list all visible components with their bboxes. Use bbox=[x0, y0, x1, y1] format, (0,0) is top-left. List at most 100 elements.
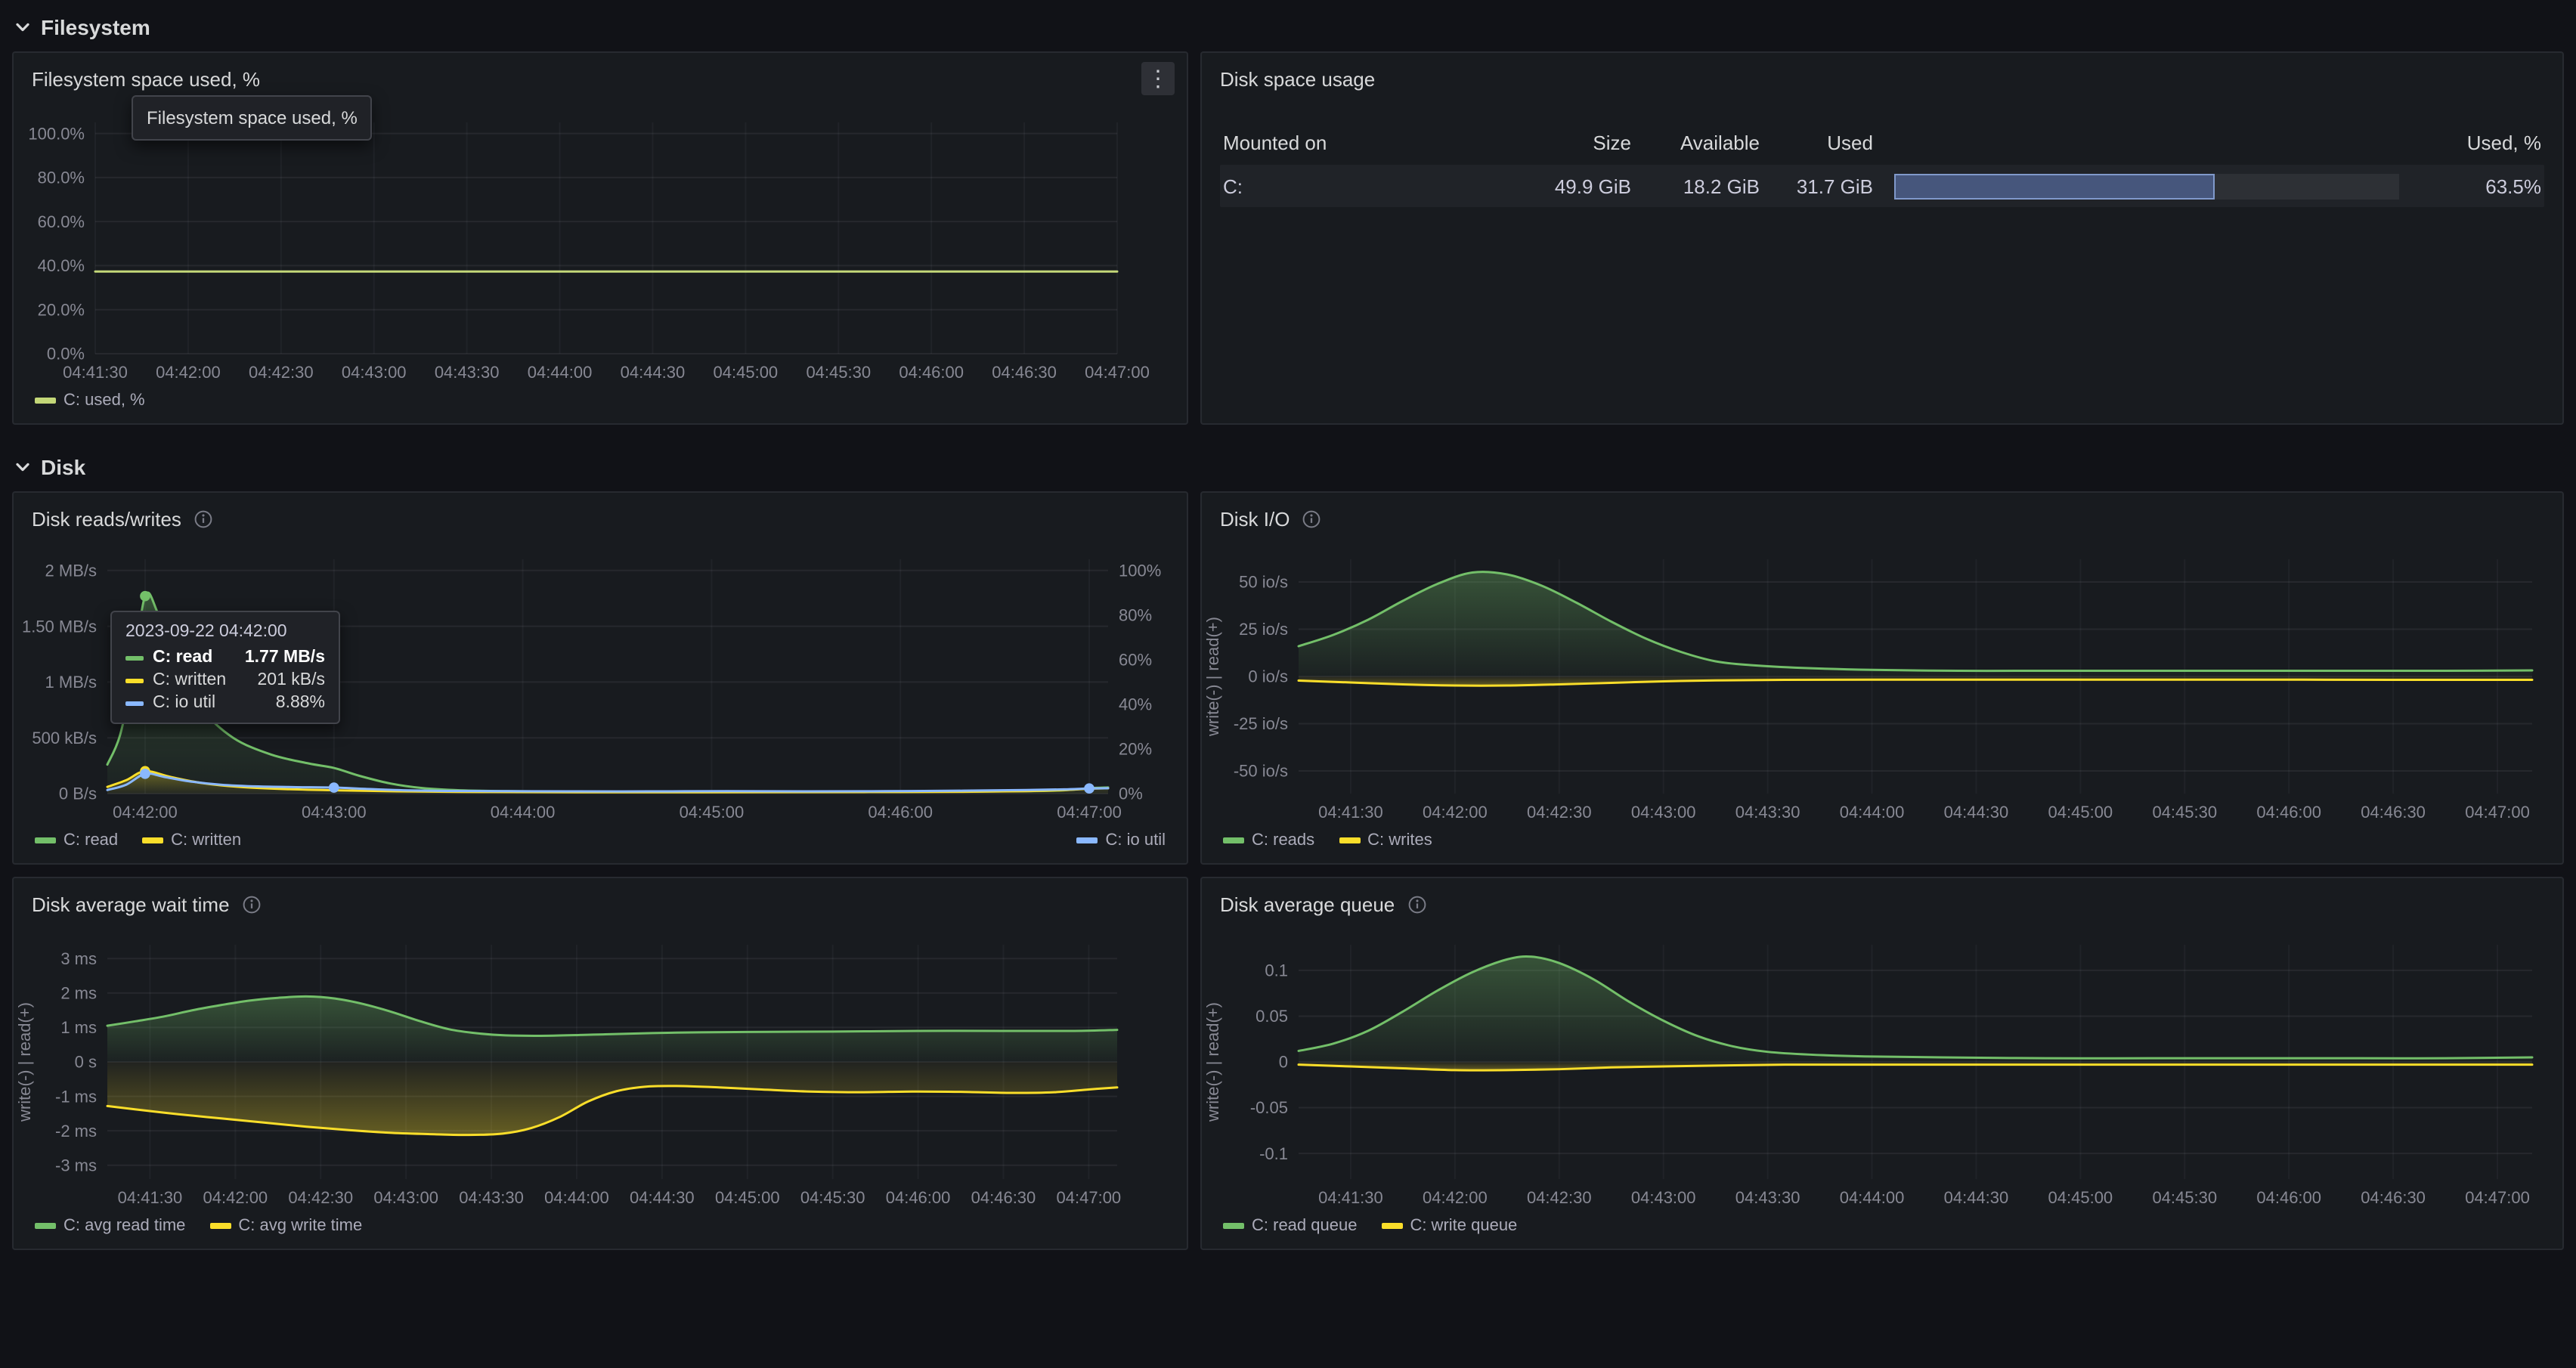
info-icon[interactable] bbox=[242, 894, 262, 914]
panel-disk-space-usage: Disk space usage Mounted on Size Availab… bbox=[1200, 51, 2564, 425]
svg-text:0.05: 0.05 bbox=[1255, 1007, 1288, 1026]
svg-text:04:43:30: 04:43:30 bbox=[1735, 1188, 1800, 1207]
panel-header: Filesystem space used, % ⋮ bbox=[14, 53, 1187, 104]
svg-text:04:43:30: 04:43:30 bbox=[459, 1188, 524, 1207]
col-header-available[interactable]: Available bbox=[1680, 131, 1760, 153]
svg-text:-25 io/s: -25 io/s bbox=[1234, 714, 1288, 733]
svg-text:1.50 MB/s: 1.50 MB/s bbox=[22, 617, 97, 636]
chart-legend: C: avg read time C: avg write time bbox=[14, 1212, 1187, 1249]
svg-text:04:45:00: 04:45:00 bbox=[714, 363, 779, 382]
legend-item[interactable]: C: writes bbox=[1339, 831, 1432, 850]
svg-text:04:43:00: 04:43:00 bbox=[373, 1188, 438, 1207]
svg-text:0 s: 0 s bbox=[75, 1053, 97, 1072]
chart-legend: C: reads C: writes bbox=[1202, 827, 2562, 863]
panel-title[interactable]: Disk average queue bbox=[1220, 893, 1395, 915]
svg-text:04:43:30: 04:43:30 bbox=[435, 363, 500, 382]
chart-area: 0 B/s 500 kB/s 1 MB/s 1.50 MB/s 2 MB/s 0% 20% 4… bbox=[14, 544, 1187, 863]
legend-item[interactable]: C: avg read time bbox=[35, 1217, 185, 1235]
svg-text:04:44:00: 04:44:00 bbox=[1840, 803, 1905, 822]
disk-usage-gauge-fill bbox=[1894, 173, 2215, 199]
fs-space-used-chart[interactable]: 0.0% 20.0% 40.0% 60.0% 80.0% 100.0% 04:41:30 04… bbox=[14, 104, 1187, 387]
panel-title[interactable]: Disk reads/writes bbox=[32, 507, 181, 530]
legend-swatch bbox=[209, 1223, 231, 1229]
legend-item[interactable]: C: io util bbox=[1076, 831, 1166, 850]
panel-header: Disk I/O bbox=[1202, 493, 2562, 544]
legend-item[interactable]: C: write queue bbox=[1381, 1217, 1517, 1235]
svg-text:04:44:00: 04:44:00 bbox=[544, 1188, 609, 1207]
gauge-cell bbox=[1873, 173, 2420, 199]
panel-disk-avg-queue: Disk average queue -0.1 -0.05 0 0.05 0.1 04:4… bbox=[1200, 877, 2564, 1250]
chart-legend: C: used, % bbox=[14, 387, 1187, 423]
svg-text:04:42:30: 04:42:30 bbox=[1527, 1188, 1592, 1207]
svg-text:20%: 20% bbox=[1119, 740, 1152, 759]
legend-item[interactable]: C: read queue bbox=[1223, 1217, 1357, 1235]
legend-swatch bbox=[1223, 837, 1244, 843]
legend-swatch bbox=[35, 1223, 56, 1229]
cell-size: 49.9 GiB bbox=[1554, 175, 1631, 197]
svg-text:04:47:00: 04:47:00 bbox=[1057, 1188, 1122, 1207]
panel-title[interactable]: Disk I/O bbox=[1220, 507, 1290, 530]
svg-text:04:45:30: 04:45:30 bbox=[2152, 1188, 2217, 1207]
svg-text:04:42:30: 04:42:30 bbox=[249, 363, 314, 382]
info-icon[interactable] bbox=[194, 509, 213, 528]
chevron-down-icon bbox=[12, 17, 33, 38]
svg-text:04:46:30: 04:46:30 bbox=[971, 1188, 1036, 1207]
svg-text:60.0%: 60.0% bbox=[38, 212, 85, 231]
legend-swatch bbox=[1339, 837, 1361, 843]
legend-label: C: avg read time bbox=[63, 1217, 186, 1235]
chart-svg: 0.0% 20.0% 40.0% 60.0% 80.0% 100.0% 04:41:30 04… bbox=[28, 122, 1150, 382]
legend-item[interactable]: C: written bbox=[142, 831, 241, 850]
panel-disk-avg-wait-time: Disk average wait time -3 ms -2 ms -1 ms 0 … bbox=[12, 877, 1188, 1250]
svg-text:04:44:00: 04:44:00 bbox=[528, 363, 593, 382]
svg-text:04:47:00: 04:47:00 bbox=[2465, 803, 2530, 822]
disk-avg-wait-chart[interactable]: -3 ms -2 ms -1 ms 0 s 1 ms 2 ms 3 ms 04:41:30 04… bbox=[14, 930, 1187, 1212]
panel-menu-icon[interactable]: ⋮ bbox=[1141, 62, 1175, 95]
section-title: Disk bbox=[41, 455, 86, 479]
svg-text:40%: 40% bbox=[1119, 695, 1152, 714]
col-header-mounted-on[interactable]: Mounted on bbox=[1223, 131, 1327, 153]
svg-text:04:44:30: 04:44:30 bbox=[1944, 1188, 2009, 1207]
legend-item[interactable]: C: reads bbox=[1223, 831, 1314, 850]
cell-used-pct: 63.5% bbox=[2485, 175, 2541, 197]
svg-text:-3 ms: -3 ms bbox=[55, 1156, 97, 1175]
disk-avg-queue-chart[interactable]: -0.1 -0.05 0 0.05 0.1 04:41:30 04:42:00 04:42:3… bbox=[1202, 930, 2562, 1212]
svg-text:04:46:30: 04:46:30 bbox=[992, 363, 1057, 382]
legend-item[interactable]: C: read bbox=[35, 831, 118, 850]
chart-area: -3 ms -2 ms -1 ms 0 s 1 ms 2 ms 3 ms 04:41:30 04… bbox=[14, 930, 1187, 1249]
info-icon[interactable] bbox=[1302, 509, 1321, 528]
disk-usage-table: Mounted on Size Available Used Used, % C… bbox=[1220, 119, 2544, 207]
legend-label: C: used, % bbox=[63, 392, 145, 410]
chart-svg: -50 io/s -25 io/s 0 io/s 25 io/s 50 io/s 04:4… bbox=[1203, 559, 2534, 822]
panel-disk-reads-writes: Disk reads/writes 0 B/s 500 kB/s 1 MB/s 1.5… bbox=[12, 491, 1188, 865]
panel-header: Disk average wait time bbox=[14, 878, 1187, 930]
dashboard-row-disk-2: Disk average wait time -3 ms -2 ms -1 ms 0 … bbox=[12, 877, 2564, 1250]
panel-filesystem-space-used: Filesystem space used, % ⋮ 0.0% 20.0% 40.0… bbox=[12, 51, 1188, 425]
col-header-used[interactable]: Used bbox=[1827, 131, 1873, 153]
svg-text:04:45:00: 04:45:00 bbox=[715, 1188, 780, 1207]
svg-text:04:47:00: 04:47:00 bbox=[2465, 1188, 2530, 1207]
svg-text:20.0%: 20.0% bbox=[38, 300, 85, 319]
chart-svg: 0 B/s 500 kB/s 1 MB/s 1.50 MB/s 2 MB/s 0% 20% 4… bbox=[22, 559, 1161, 822]
svg-text:04:46:00: 04:46:00 bbox=[886, 1188, 951, 1207]
panel-title[interactable]: Filesystem space used, % bbox=[32, 67, 261, 90]
legend-item[interactable]: C: avg write time bbox=[209, 1217, 362, 1235]
svg-text:04:41:30: 04:41:30 bbox=[63, 363, 128, 382]
col-header-size[interactable]: Size bbox=[1593, 131, 1631, 153]
section-header-disk[interactable]: Disk bbox=[0, 437, 2576, 491]
cell-mounted-on: C: bbox=[1223, 175, 1243, 197]
section-header-filesystem[interactable]: Filesystem bbox=[0, 0, 2576, 51]
svg-text:04:44:00: 04:44:00 bbox=[491, 803, 556, 822]
svg-text:04:46:00: 04:46:00 bbox=[868, 803, 933, 822]
info-icon[interactable] bbox=[1407, 894, 1426, 914]
panel-title[interactable]: Disk average wait time bbox=[32, 893, 230, 915]
svg-text:3 ms: 3 ms bbox=[60, 949, 97, 968]
panel-title[interactable]: Disk space usage bbox=[1220, 67, 1376, 90]
legend-swatch bbox=[1223, 1223, 1244, 1229]
legend-item[interactable]: C: used, % bbox=[35, 392, 145, 410]
chart-svg: -3 ms -2 ms -1 ms 0 s 1 ms 2 ms 3 ms 04:41:30 04… bbox=[15, 945, 1122, 1207]
disk-io-chart[interactable]: -50 io/s -25 io/s 0 io/s 25 io/s 50 io/s 04:4… bbox=[1202, 544, 2562, 827]
col-header-used-pct[interactable]: Used, % bbox=[2466, 131, 2541, 153]
table-row: C: 49.9 GiB 18.2 GiB 31.7 GiB 63.5% bbox=[1220, 165, 2544, 207]
disk-reads-writes-chart[interactable]: 0 B/s 500 kB/s 1 MB/s 1.50 MB/s 2 MB/s 0% 20% 4… bbox=[14, 544, 1187, 827]
